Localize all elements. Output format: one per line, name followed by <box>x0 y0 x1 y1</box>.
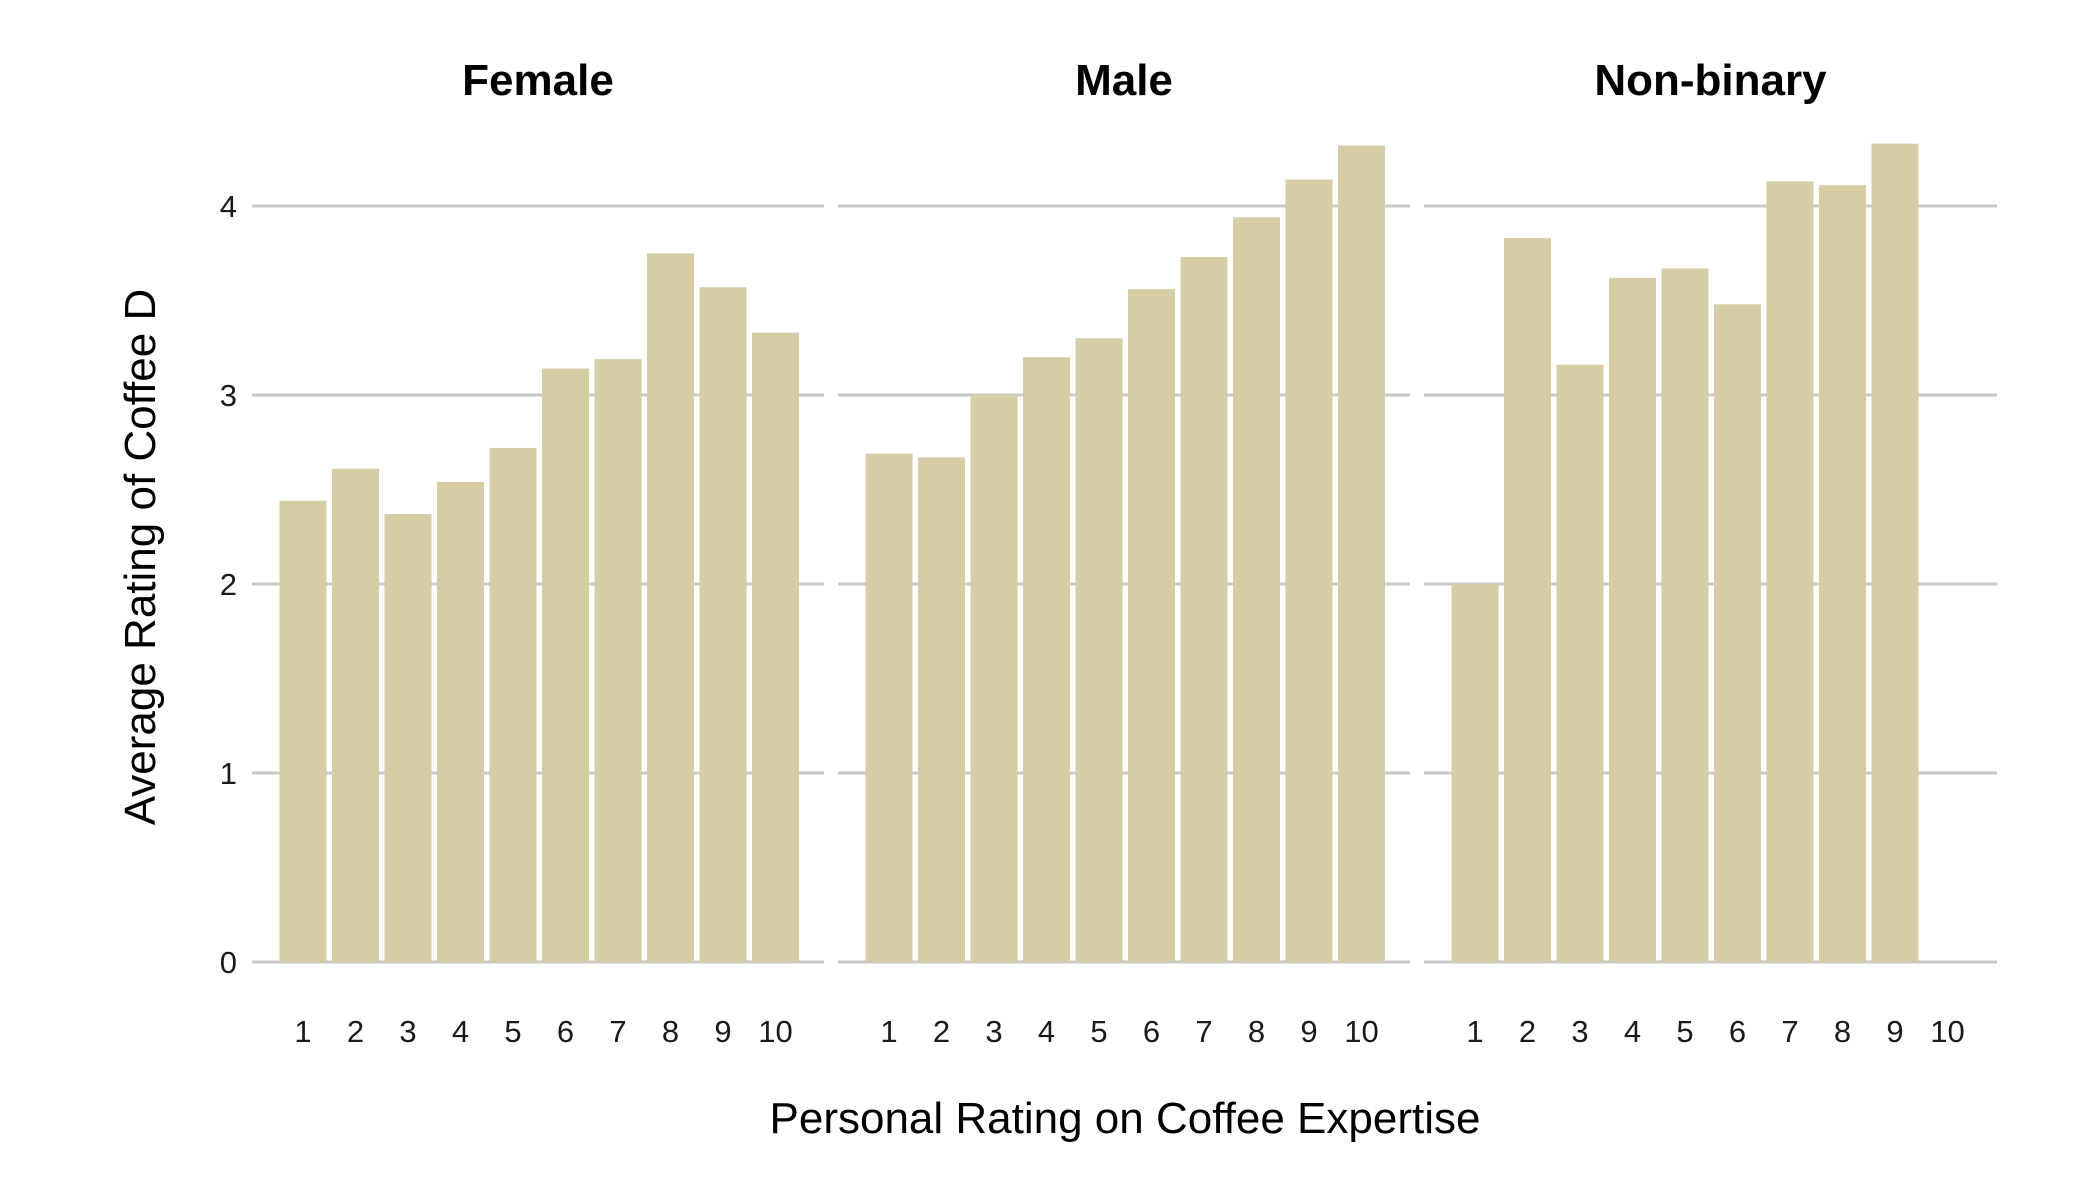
x-tick-label: 9 <box>1300 1014 1317 1049</box>
x-tick-label: 6 <box>1729 1014 1746 1049</box>
bar <box>1609 277 1656 962</box>
bar <box>1819 185 1866 962</box>
x-tick-label: 2 <box>347 1014 364 1049</box>
bar <box>384 514 432 962</box>
bar <box>1233 217 1280 963</box>
x-tick-label: 4 <box>1038 1014 1055 1049</box>
bar <box>918 457 965 962</box>
y-tick-label: 3 <box>220 378 237 413</box>
bar <box>1504 238 1551 962</box>
bar <box>1714 304 1761 962</box>
bar <box>279 500 327 962</box>
x-tick-label: 3 <box>985 1014 1002 1049</box>
bar <box>1285 179 1333 963</box>
x-tick-label: 10 <box>758 1014 792 1049</box>
y-tick-label: 1 <box>220 756 237 791</box>
bar <box>1338 145 1385 962</box>
x-tick-label: 7 <box>1195 1014 1212 1049</box>
x-tick-label: 10 <box>1930 1014 1964 1049</box>
bar <box>542 368 589 962</box>
facet-panel-male: Male 1 2 3 4 5 6 7 8 9 10 <box>838 56 1410 1049</box>
x-tick-label: 8 <box>662 1014 679 1049</box>
x-tick-label: 2 <box>933 1014 950 1049</box>
x-tick-label: 7 <box>1781 1014 1798 1049</box>
y-axis-title: Average Rating of Coffee D <box>116 289 165 826</box>
bar <box>647 253 694 962</box>
x-tick-label: 5 <box>1676 1014 1693 1049</box>
bar <box>1451 584 1499 962</box>
bar <box>594 359 642 963</box>
x-tick-label: 10 <box>1344 1014 1378 1049</box>
x-tick-label: 6 <box>1143 1014 1160 1049</box>
facet-panel-female: Female 1 2 3 4 5 6 7 8 9 10 <box>252 56 824 1049</box>
x-tick-label: 5 <box>504 1014 521 1049</box>
x-axis-title: Personal Rating on Coffee Expertise <box>770 1094 1481 1143</box>
x-tick-label: 3 <box>399 1014 416 1049</box>
facet-title: Male <box>1075 56 1173 105</box>
x-tick-label: 6 <box>557 1014 574 1049</box>
bar <box>489 447 537 962</box>
x-tick-label: 4 <box>1624 1014 1641 1049</box>
x-tick-label: 1 <box>1466 1014 1483 1049</box>
x-tick-label: 7 <box>609 1014 626 1049</box>
bar <box>1075 338 1123 962</box>
bar <box>1766 181 1814 962</box>
bar <box>1128 289 1175 962</box>
y-tick-label: 2 <box>220 567 237 602</box>
bar <box>332 468 379 962</box>
bar <box>1871 143 1919 962</box>
bar <box>1023 357 1070 962</box>
bar <box>1556 364 1604 962</box>
facet-title: Female <box>462 56 614 105</box>
x-tick-label: 1 <box>294 1014 311 1049</box>
facet-title: Non-binary <box>1594 56 1827 105</box>
bar <box>752 332 799 962</box>
bar <box>1661 268 1709 962</box>
x-tick-label: 8 <box>1248 1014 1265 1049</box>
x-tick-label: 8 <box>1834 1014 1851 1049</box>
bar <box>970 395 1018 962</box>
x-tick-label: 3 <box>1571 1014 1588 1049</box>
bar <box>699 287 747 962</box>
x-tick-label: 9 <box>714 1014 731 1049</box>
bar <box>437 481 484 962</box>
x-tick-label: 4 <box>452 1014 469 1049</box>
x-tick-label: 9 <box>1886 1014 1903 1049</box>
x-tick-label: 5 <box>1090 1014 1107 1049</box>
x-tick-label: 1 <box>880 1014 897 1049</box>
facet-panel-non-binary: Non-binary 1 2 3 4 5 6 7 8 9 10 <box>1424 56 1997 1049</box>
x-tick-label: 2 <box>1519 1014 1536 1049</box>
bar <box>865 453 913 962</box>
y-tick-label: 4 <box>220 189 237 224</box>
y-tick-label: 0 <box>220 945 237 980</box>
bar <box>1180 257 1228 962</box>
